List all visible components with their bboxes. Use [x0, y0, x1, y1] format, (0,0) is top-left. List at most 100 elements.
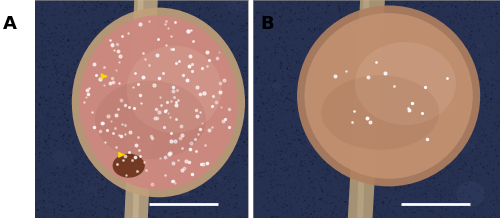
Point: [336, 7, 344, 11]
Point: [214, 181, 222, 185]
Point: [126, 134, 134, 138]
Point: [320, 118, 328, 122]
Point: [154, 76, 162, 80]
Point: [310, 121, 318, 125]
Circle shape: [172, 85, 197, 108]
Point: [326, 98, 334, 101]
Point: [228, 166, 236, 169]
Point: [158, 215, 166, 218]
Point: [45, 106, 53, 109]
Point: [344, 177, 351, 181]
Point: [210, 11, 218, 14]
Point: [196, 91, 204, 95]
Point: [264, 161, 272, 165]
Point: [321, 22, 329, 25]
Point: [183, 19, 191, 23]
Point: [122, 6, 130, 10]
Point: [322, 46, 330, 49]
Point: [100, 42, 108, 46]
Point: [124, 77, 132, 80]
Point: [332, 100, 340, 104]
Point: [386, 137, 394, 141]
Point: [64, 123, 72, 126]
Point: [440, 140, 448, 144]
Point: [108, 170, 116, 173]
Point: [371, 87, 379, 91]
Point: [38, 124, 46, 128]
Point: [340, 62, 347, 65]
Point: [264, 155, 272, 158]
Point: [424, 58, 432, 62]
Point: [418, 193, 426, 196]
Point: [420, 121, 428, 124]
Point: [363, 194, 371, 197]
Point: [489, 188, 497, 192]
Point: [326, 34, 334, 37]
Point: [160, 157, 168, 161]
Point: [202, 26, 210, 30]
Point: [42, 118, 50, 121]
Point: [230, 64, 238, 68]
Point: [45, 99, 53, 103]
Point: [242, 69, 250, 73]
Point: [187, 206, 195, 210]
Point: [242, 85, 250, 89]
Point: [328, 212, 336, 216]
Point: [94, 95, 102, 99]
Point: [334, 53, 342, 56]
Point: [490, 135, 498, 138]
Point: [122, 45, 130, 48]
Point: [349, 0, 357, 3]
Point: [184, 45, 192, 49]
Point: [36, 55, 44, 59]
Point: [64, 39, 72, 43]
Point: [203, 63, 211, 66]
Point: [314, 113, 322, 116]
Point: [448, 4, 456, 8]
Point: [34, 66, 42, 69]
Point: [184, 18, 192, 21]
Point: [452, 8, 460, 11]
Point: [34, 13, 42, 16]
Point: [347, 88, 355, 92]
Point: [286, 20, 294, 23]
Point: [433, 38, 441, 41]
Point: [484, 172, 492, 175]
Point: [480, 0, 488, 4]
Point: [218, 107, 226, 111]
Point: [276, 17, 284, 20]
Point: [458, 40, 466, 43]
Point: [176, 28, 184, 32]
Point: [292, 107, 300, 111]
Point: [437, 198, 445, 202]
Point: [451, 67, 459, 71]
Point: [262, 67, 270, 70]
Point: [202, 2, 210, 5]
Point: [336, 58, 344, 62]
Point: [194, 157, 202, 161]
Point: [88, 203, 96, 207]
Point: [280, 130, 288, 133]
Point: [243, 137, 251, 141]
Point: [267, 39, 275, 43]
Point: [210, 21, 218, 24]
Point: [318, 50, 326, 54]
Point: [335, 22, 343, 26]
Point: [322, 211, 330, 215]
Point: [399, 171, 407, 175]
Point: [250, 215, 258, 218]
Point: [196, 78, 204, 81]
Point: [99, 102, 107, 106]
Point: [82, 114, 90, 118]
Point: [234, 124, 242, 128]
Point: [466, 199, 474, 203]
Point: [350, 71, 358, 75]
Point: [168, 9, 176, 13]
Point: [90, 126, 98, 129]
Point: [45, 115, 53, 118]
Point: [132, 148, 140, 152]
Point: [286, 92, 294, 95]
Point: [413, 208, 421, 211]
Point: [114, 162, 122, 166]
Point: [160, 57, 168, 60]
